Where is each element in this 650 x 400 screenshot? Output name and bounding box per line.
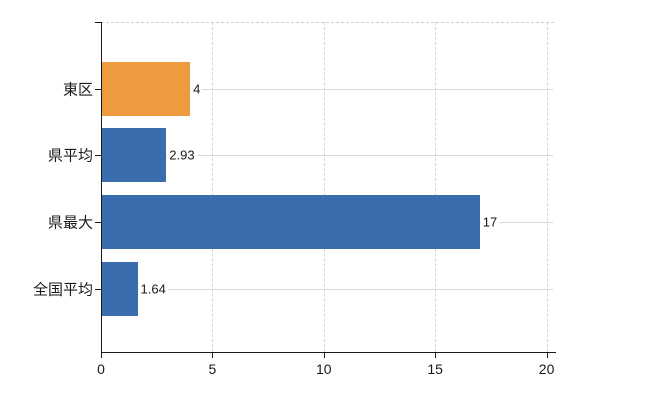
x-tick [101,352,102,358]
y-tick [95,222,101,224]
y-tick [95,155,101,157]
x-tick-label: 20 [538,361,555,377]
x-gridline [546,22,548,352]
x-gridline [435,22,437,352]
x-gridline [323,22,325,352]
value-label: 4 [191,81,203,96]
x-tick-label: 10 [316,361,332,377]
category-label: 県平均 [47,147,93,165]
bar [101,128,167,183]
x-tick [546,352,548,358]
category-label: 全国平均 [32,281,93,299]
x-tick-label: 0 [97,361,105,377]
y-axis-line [101,22,102,358]
category-label: 東区 [62,81,93,98]
value-label: 2.93 [167,147,197,163]
category-gridline [101,88,553,90]
plot-border-top [101,22,554,23]
x-gridline [212,22,214,352]
x-tick [323,352,325,358]
x-tick [212,352,214,358]
x-tick-label: 5 [208,361,217,377]
category-label: 県最大 [47,214,93,232]
x-axis-line [101,352,556,353]
category-gridline [101,155,553,157]
category-gridline [101,288,553,290]
y-axis-top-tick [95,22,101,23]
value-label: 17 [480,214,500,230]
bar [101,61,191,116]
bar [101,195,480,250]
bar [101,261,138,316]
x-tick-label: 15 [427,361,443,377]
y-tick [95,88,101,90]
y-tick [95,288,101,290]
value-label: 1.64 [138,281,168,297]
x-tick [435,352,437,358]
